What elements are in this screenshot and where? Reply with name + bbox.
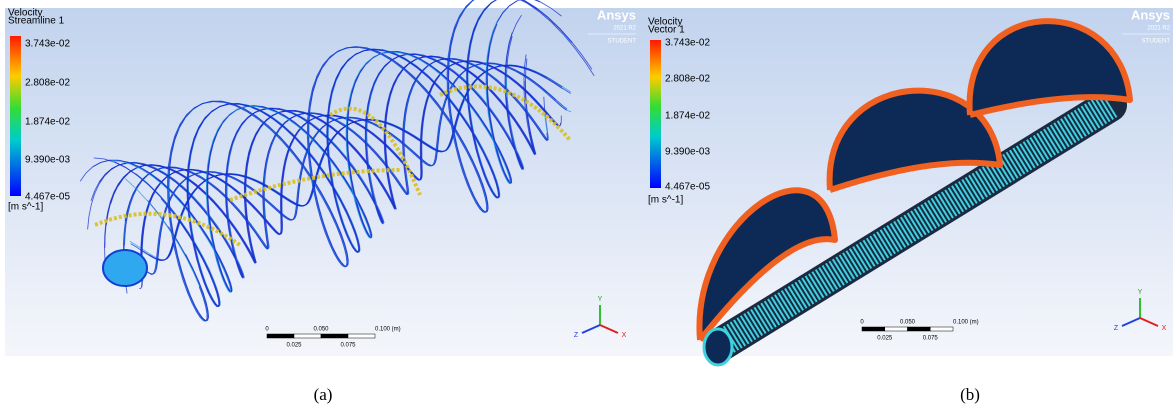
- legend-unit: [m s^-1]: [648, 195, 683, 206]
- legend-label: 2.808e-02: [665, 74, 710, 85]
- logo-version: 2021 R2: [613, 26, 636, 32]
- logo-name: Ansys: [1131, 7, 1170, 22]
- scale-segment: [908, 327, 931, 331]
- scale-label: 0.050: [313, 327, 329, 333]
- scale-segment: [294, 334, 321, 338]
- inlet: [103, 250, 147, 286]
- legend-label: 4.467e-05: [665, 182, 710, 193]
- scale-segment: [321, 334, 348, 338]
- scale-label: 0.100 (m): [375, 327, 401, 333]
- figure: VelocityStreamline 13.743e-022.808e-021.…: [0, 0, 1173, 417]
- scale-label: 0.025: [877, 336, 893, 342]
- logo-edition: STUDENT: [608, 39, 637, 45]
- scale-label: 0.100 (m): [953, 320, 979, 326]
- scale-label: 0.050: [900, 320, 916, 326]
- color-bar: [650, 40, 661, 188]
- legend-label: 3.743e-02: [665, 38, 710, 49]
- axis-label: X: [622, 332, 627, 339]
- legend-subtitle: Vector 1: [648, 25, 685, 36]
- axis-label: Z: [574, 332, 579, 339]
- logo-name: Ansys: [597, 7, 636, 22]
- scale-label: 0.075: [923, 336, 939, 342]
- scale-segment: [885, 327, 908, 331]
- axis-label: Y: [598, 296, 603, 303]
- caption: (a): [314, 385, 333, 404]
- axis-label: Z: [1114, 325, 1119, 332]
- scale-label: 0.025: [286, 343, 302, 349]
- scale-segment: [267, 334, 294, 338]
- legend-unit: [m s^-1]: [8, 202, 43, 213]
- axis-label: X: [1162, 325, 1167, 332]
- scale-segment: [862, 327, 885, 331]
- scale-segment: [930, 327, 953, 331]
- logo-edition: STUDENT: [1142, 39, 1171, 45]
- legend-label: 2.808e-02: [25, 78, 70, 89]
- color-bar: [10, 36, 21, 196]
- logo-version: 2021 R2: [1147, 26, 1170, 32]
- caption: (b): [960, 385, 980, 404]
- legend-subtitle: Streamline 1: [8, 16, 65, 27]
- axis-label: Y: [1138, 289, 1143, 296]
- scale-segment: [348, 334, 375, 338]
- legend-label: 9.390e-03: [25, 155, 70, 166]
- legend-label: 9.390e-03: [665, 147, 710, 158]
- legend-label: 1.874e-02: [25, 117, 70, 128]
- scale-label: 0.075: [340, 343, 356, 349]
- legend-label: 1.874e-02: [665, 111, 710, 122]
- legend-label: 3.743e-02: [25, 39, 70, 50]
- shaft-end: [704, 329, 732, 365]
